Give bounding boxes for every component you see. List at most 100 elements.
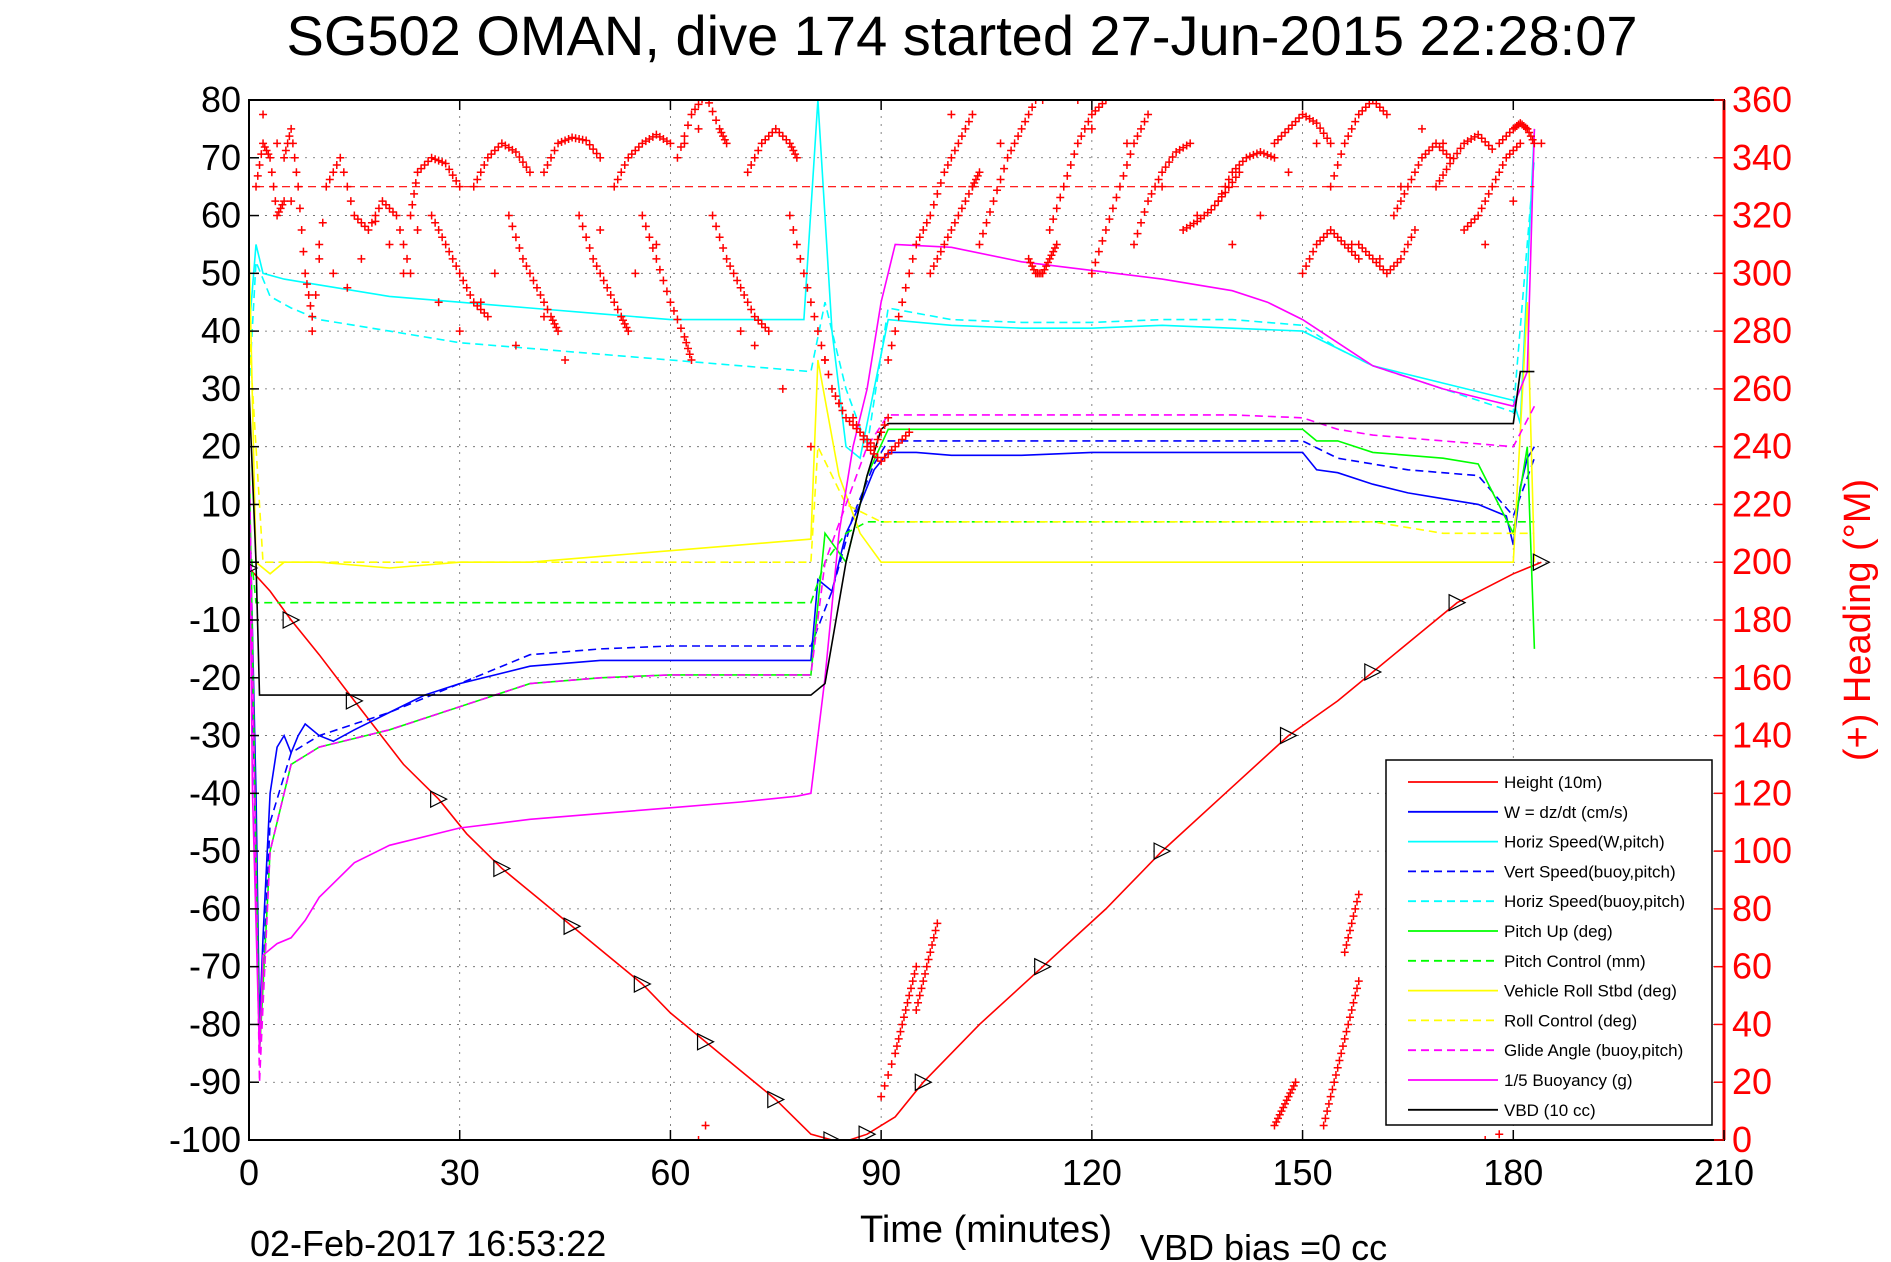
height-marker: [1034, 957, 1053, 976]
heading-point: [1498, 135, 1507, 144]
height-marker: [1448, 593, 1467, 612]
heading-point: [1347, 1006, 1356, 1014]
heading-point: [1252, 149, 1261, 158]
heading-point: [329, 269, 338, 278]
heading-point: [469, 298, 478, 307]
heading-point: [950, 218, 959, 227]
heading-point: [722, 254, 731, 263]
heading-point: [982, 218, 991, 227]
heading-point: [698, 100, 707, 104]
heading-point: [540, 298, 548, 307]
series-line-1: [249, 446, 1536, 1025]
heading-point: [325, 175, 334, 184]
heading-point: [1488, 145, 1497, 154]
heading-point: [490, 146, 499, 155]
series-line-0: [249, 561, 1542, 1140]
heading-point: [381, 200, 390, 209]
heading-point: [912, 240, 921, 249]
heading-point: [1495, 168, 1504, 177]
heading-point: [712, 116, 721, 125]
heading-point: [993, 186, 1002, 195]
heading-point: [452, 176, 461, 185]
heading-point: [1073, 139, 1082, 148]
heading-point: [1221, 182, 1230, 191]
heading-point: [1140, 117, 1149, 126]
heading-point: [554, 139, 563, 148]
heading-point: [480, 161, 489, 169]
y2-tick-label: 260: [1732, 368, 1792, 409]
heading-point: [940, 168, 949, 177]
heading-point: [1323, 229, 1332, 238]
legend: Height (10m) W = dz/dt (cm/s) Horiz Speed(…: [1385, 759, 1713, 1126]
heading-point: [1375, 103, 1384, 112]
heading-point: [1324, 1099, 1333, 1108]
heading-point: [715, 124, 724, 133]
heading-point: [281, 146, 290, 155]
y-tick-label: -70: [189, 946, 241, 987]
heading-point: [1288, 121, 1297, 130]
heading-point: [1400, 247, 1409, 256]
heading-point: [276, 204, 285, 213]
heading-point: [613, 305, 622, 314]
heading-point: [1354, 240, 1363, 249]
heading-point: [431, 218, 440, 227]
series-line-4: [249, 157, 1536, 447]
heading-point: [339, 168, 348, 177]
heading-point: [1077, 132, 1086, 141]
heading-point: [796, 254, 805, 263]
heading-point: [1130, 240, 1138, 249]
heading-point: [1122, 161, 1131, 169]
heading-point: [726, 262, 735, 271]
heading-point: [518, 254, 527, 263]
heading-point: [1460, 226, 1469, 234]
heading-point: [589, 145, 598, 154]
heading-point: [662, 287, 671, 296]
heading-point: [564, 135, 573, 143]
heading-point: [504, 211, 513, 220]
heading-point: [892, 1042, 901, 1051]
heading-point: [408, 200, 417, 209]
y-tick-label: -50: [189, 830, 241, 871]
heading-point: [413, 168, 422, 177]
heading-point: [947, 153, 956, 162]
y2-tick-label: 300: [1732, 252, 1792, 293]
heading-point: [898, 435, 907, 444]
heading-point: [1509, 146, 1518, 155]
heading-point: [343, 182, 352, 191]
heading-point: [1347, 124, 1356, 133]
heading-point: [589, 254, 598, 263]
heading-point: [1330, 171, 1339, 180]
heading-point: [1073, 100, 1082, 104]
heading-point: [894, 1034, 903, 1043]
heading-point: [761, 323, 770, 332]
heading-point: [413, 226, 422, 234]
heading-point: [515, 153, 524, 162]
heading-point: [694, 1136, 703, 1140]
height-marker: [430, 790, 448, 809]
heading-point: [592, 262, 601, 271]
legend-label-9: Glide Angle (buoy,pitch): [1504, 1041, 1683, 1060]
y-tick-label: 60: [201, 195, 241, 236]
heading-point: [810, 312, 819, 321]
heading-point: [1396, 197, 1405, 206]
heading-point: [680, 139, 689, 148]
heading-point: [452, 262, 461, 271]
heading-point: [1284, 124, 1293, 133]
heading-point: [877, 428, 886, 437]
heading-point: [1354, 977, 1363, 986]
heading-point: [859, 435, 868, 444]
x-tick-label: 120: [1062, 1152, 1122, 1193]
heading-point: [288, 139, 297, 148]
heading-point: [884, 356, 893, 364]
heading-point: [1210, 201, 1219, 210]
heading-point: [936, 179, 945, 188]
heading-point: [438, 233, 447, 242]
heading-point: [683, 344, 692, 353]
heading-point: [610, 298, 619, 307]
heading-point: [973, 171, 982, 180]
heading-point: [1319, 1121, 1328, 1130]
heading-point: [1137, 124, 1146, 133]
heading-point: [1119, 171, 1128, 180]
heading-point: [1101, 226, 1110, 234]
heading-point: [694, 124, 703, 133]
